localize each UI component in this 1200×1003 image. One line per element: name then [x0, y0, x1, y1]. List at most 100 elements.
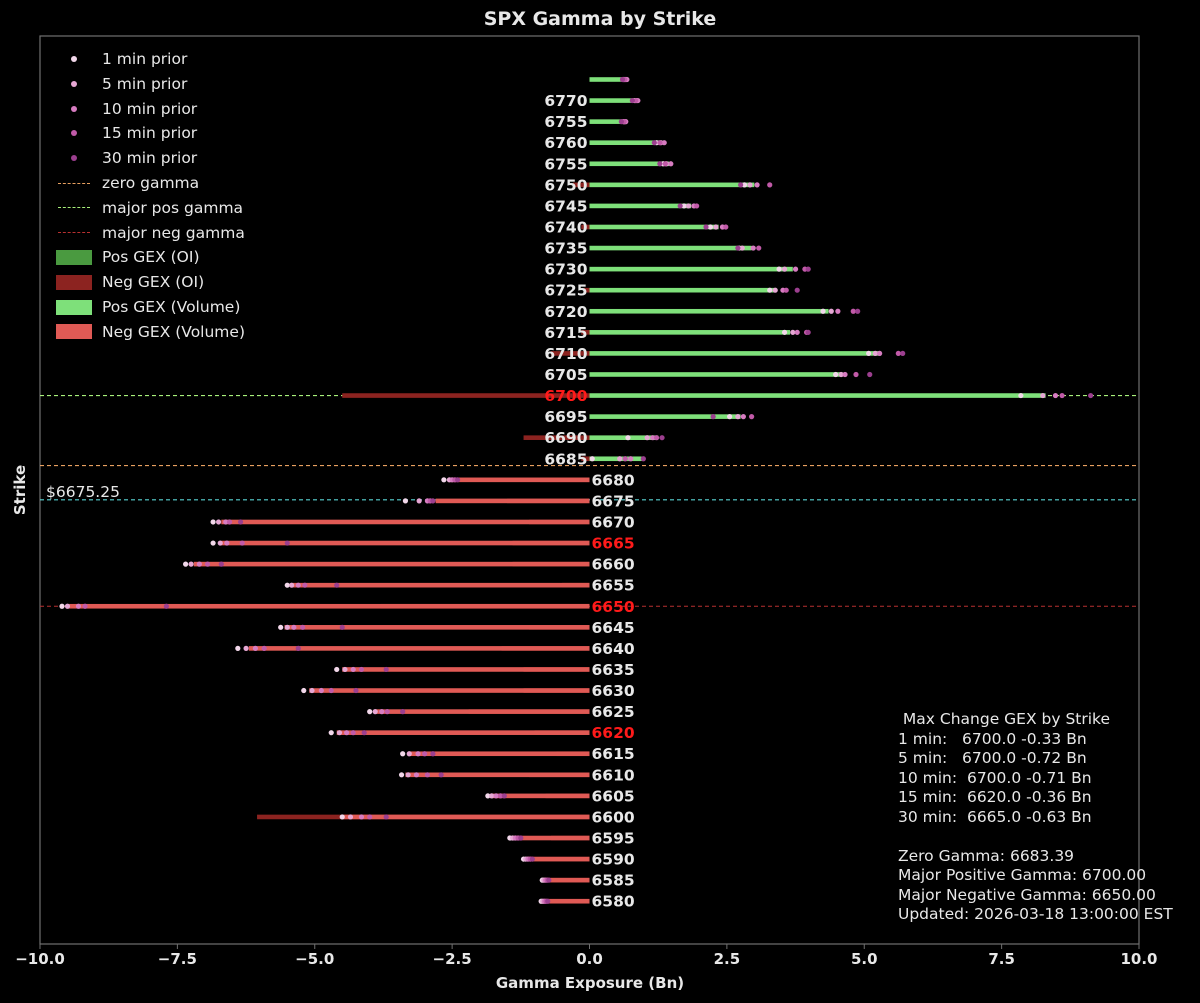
prior-dot — [657, 161, 663, 167]
strike-label: 6600 — [592, 808, 635, 826]
legend-label: 5 min prior — [102, 74, 188, 93]
volume-bar — [405, 772, 590, 778]
prior-dot — [243, 645, 249, 651]
prior-dot — [735, 414, 741, 420]
prior-dot — [618, 119, 624, 125]
strike-label: 6665 — [592, 535, 635, 553]
strike-label: 6740 — [544, 218, 587, 236]
strike-labels: 6770 6755 6760 6755 6750 6745 6740 6735 6730 6725… — [544, 92, 634, 911]
spot-price-label: $6675.25 — [46, 483, 120, 501]
oi-bar — [551, 351, 590, 356]
prior-dot — [661, 140, 667, 146]
x-tick-label: −7.5 — [158, 950, 197, 968]
summary-row: 30 min: 6665.0 -0.63 Bn — [898, 807, 1092, 826]
legend-patch-marker — [56, 324, 92, 340]
prior-dot — [749, 414, 755, 420]
prior-dot — [383, 814, 389, 820]
prior-dot — [252, 645, 259, 651]
x-tick-label: −5.0 — [295, 950, 334, 968]
prior-dot — [291, 624, 297, 630]
strike-label: 6720 — [544, 303, 587, 321]
legend-dot-marker — [71, 80, 77, 87]
legend-key — [56, 200, 92, 216]
prior-dot — [497, 793, 504, 799]
legend-key — [56, 324, 92, 340]
legend-label: major pos gamma — [102, 198, 244, 217]
major-positive-gamma-value: Major Positive Gamma: 6700.00 — [898, 866, 1147, 884]
legend-item: major pos gamma — [56, 198, 243, 218]
volume-bar — [589, 77, 627, 82]
prior-dot — [441, 477, 447, 483]
volume-bar — [526, 856, 590, 862]
strike-label: 6590 — [592, 851, 635, 869]
volume-bar — [589, 245, 752, 251]
volume-bar — [342, 814, 590, 820]
legend-key — [56, 101, 92, 117]
legend-dot-marker — [71, 155, 77, 162]
prior-dot — [328, 687, 334, 694]
volume-bar — [589, 224, 719, 230]
major-negative-gamma-value: Major Negative Gamma: 6650.00 — [898, 885, 1156, 904]
prior-dot — [659, 435, 665, 441]
prior-dot — [430, 751, 436, 757]
prior-dot — [867, 371, 873, 378]
prior-dot — [204, 561, 211, 567]
prior-dot — [367, 709, 373, 715]
x-tick-label: 0.0 — [576, 950, 603, 968]
prior-dot — [781, 329, 788, 335]
legend-dash-marker — [58, 232, 90, 234]
strike-label: 6635 — [592, 661, 635, 679]
prior-dot — [727, 414, 733, 420]
strike-label: 6695 — [544, 408, 587, 426]
prior-dot — [1088, 392, 1094, 399]
volume-bar — [589, 140, 663, 146]
legend-item: 30 min prior — [56, 148, 197, 168]
prior-dot — [589, 456, 595, 462]
strike-label: 6730 — [544, 261, 587, 279]
prior-dot — [278, 624, 284, 630]
legend-label: 30 min prior — [102, 149, 198, 168]
legend-patch-marker — [56, 249, 92, 265]
prior-dot — [723, 224, 729, 230]
volume-bar — [589, 266, 793, 272]
prior-dot — [820, 308, 826, 314]
prior-dot — [344, 730, 350, 736]
volume-bar — [292, 582, 590, 588]
legend-item: 15 min prior — [56, 123, 197, 143]
oi-bar — [523, 435, 590, 440]
prior-dot — [694, 203, 700, 209]
strike-label: 6615 — [592, 745, 635, 763]
prior-dot — [707, 224, 713, 230]
prior-dot — [289, 582, 295, 588]
x-axis-label: Gamma Exposure (Bn) — [496, 974, 684, 992]
prior-dot — [405, 772, 411, 778]
prior-dot — [328, 730, 334, 736]
prior-dot — [1018, 392, 1024, 399]
prior-dot — [188, 561, 194, 567]
prior-dot — [853, 371, 859, 378]
legend-key — [56, 274, 92, 290]
legend-dot-marker — [71, 56, 77, 62]
y-axis-label: Strike — [11, 465, 29, 515]
prior-dot — [350, 730, 356, 736]
legend-key — [56, 51, 92, 67]
oi-bar — [584, 287, 590, 293]
legend-label: 10 min prior — [102, 99, 198, 118]
prior-dot — [1059, 392, 1065, 399]
prior-dot — [75, 603, 82, 609]
x-tick-label: −10.0 — [15, 950, 65, 968]
strike-label: 6630 — [592, 682, 635, 700]
legend-key — [56, 150, 92, 166]
prior-dot — [235, 645, 241, 651]
strike-label: 6680 — [592, 471, 635, 489]
prior-dot — [622, 456, 628, 462]
prior-dot — [336, 730, 343, 736]
prior-dot — [838, 371, 844, 378]
prior-dot — [489, 793, 495, 799]
prior-dot — [738, 182, 744, 188]
prior-dot — [741, 182, 748, 188]
prior-dot — [237, 519, 244, 525]
prior-dot — [215, 519, 222, 525]
legend-dot-marker — [71, 130, 77, 137]
legend-label: zero gamma — [102, 174, 200, 192]
